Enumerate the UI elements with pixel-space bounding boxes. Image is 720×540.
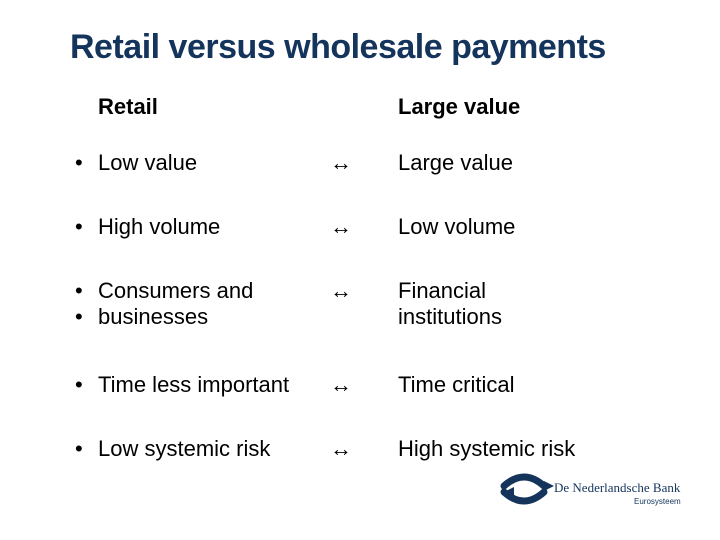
column-header-retail: Retail: [98, 94, 158, 120]
logo-swirl-icon: [504, 477, 554, 501]
bullet-icon: •: [75, 278, 83, 304]
arrow-icon: ↔: [330, 436, 352, 462]
dnb-logo: De Nederlandsche Bank Eurosysteem: [500, 462, 690, 518]
arrow-icon: ↔: [330, 372, 352, 398]
large-cell: Time critical: [398, 372, 515, 398]
slide: Retail versus wholesale payments Retail …: [0, 0, 720, 540]
bullet-icon: •: [75, 304, 83, 330]
retail-cell: Consumers and: [98, 278, 253, 304]
retail-cell: Low systemic risk: [98, 436, 270, 462]
column-header-large: Large value: [398, 94, 520, 120]
bullet-icon: •: [75, 150, 83, 176]
slide-title: Retail versus wholesale payments: [70, 28, 606, 67]
retail-cell: Low value: [98, 150, 197, 176]
large-cell: High systemic risk: [398, 436, 575, 462]
bullet-icon: •: [75, 372, 83, 398]
large-cell: Financial: [398, 278, 486, 304]
large-cell: Large value: [398, 150, 513, 176]
bullet-icon: •: [75, 436, 83, 462]
logo-main-text: De Nederlandsche Bank: [554, 480, 681, 495]
retail-cell: Time less important: [98, 372, 289, 398]
arrow-icon: ↔: [330, 278, 352, 304]
large-cell: Low volume: [398, 214, 515, 240]
logo-sub-text: Eurosysteem: [634, 497, 681, 506]
large-cell: institutions: [398, 304, 502, 330]
arrow-icon: ↔: [330, 214, 352, 240]
bullet-icon: •: [75, 214, 83, 240]
retail-cell: High volume: [98, 214, 220, 240]
dnb-logo-svg: De Nederlandsche Bank Eurosysteem: [500, 462, 690, 518]
retail-cell: businesses: [98, 304, 208, 330]
arrow-icon: ↔: [330, 150, 352, 176]
